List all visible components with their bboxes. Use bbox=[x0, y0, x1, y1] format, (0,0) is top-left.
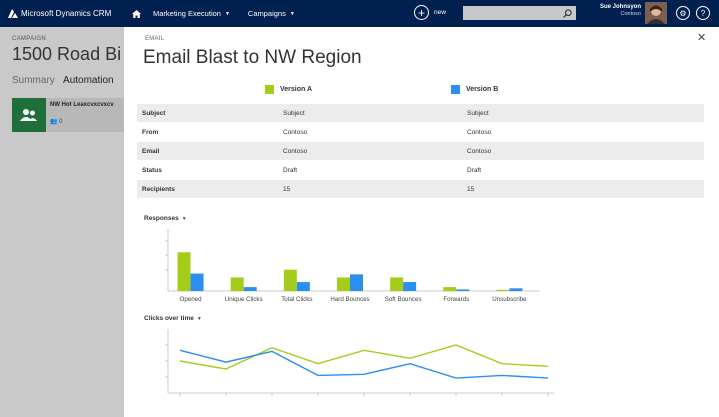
responses-bar-chart: Opened Unique Clicks Total Clicks Hard Boun… bbox=[165, 229, 540, 303]
bar-version-a[interactable] bbox=[337, 277, 350, 291]
user-org: Contoso bbox=[620, 11, 642, 17]
row-label: Recipients bbox=[142, 185, 175, 193]
help-icon[interactable]: ? bbox=[696, 6, 710, 20]
line-version-a[interactable] bbox=[179, 344, 549, 370]
nav-campaigns-label: Campaigns bbox=[247, 9, 286, 18]
table-row: Subject Subject Subject bbox=[137, 104, 704, 122]
version-a-header: Version A bbox=[265, 85, 312, 94]
row-value-a: 15 bbox=[283, 185, 291, 193]
row-label: Subject bbox=[142, 109, 166, 117]
row-value-a: Contoso bbox=[283, 128, 308, 136]
clicks-over-time-label: Clicks over time bbox=[144, 315, 194, 322]
new-button[interactable]: + new bbox=[414, 5, 446, 20]
bar-version-b[interactable] bbox=[456, 289, 470, 291]
campaign-background-page: CAMPAIGN 1500 Road Bi Summary Automation… bbox=[0, 27, 124, 417]
close-icon[interactable]: ✕ bbox=[697, 32, 707, 44]
nav-marketing-execution-label: Marketing Execution bbox=[153, 9, 221, 18]
app-name: Microsoft Dynamics CRM bbox=[21, 9, 112, 18]
row-label: From bbox=[142, 128, 159, 136]
new-button-label: new bbox=[434, 9, 446, 16]
responses-dropdown[interactable]: Responses ▼ bbox=[144, 215, 187, 222]
x-tick-label: Forwards bbox=[443, 296, 469, 303]
clicks-over-time-line-chart bbox=[165, 329, 554, 396]
bar-version-a[interactable] bbox=[496, 289, 510, 291]
dialog-title: Email Blast to NW Region bbox=[143, 47, 362, 68]
settings-gear-icon[interactable]: ⚙ bbox=[676, 6, 690, 20]
plus-icon: + bbox=[414, 5, 429, 20]
app-logo[interactable]: Microsoft Dynamics CRM bbox=[0, 9, 122, 18]
campaign-list-card[interactable]: NW Hot Leaxcvxcvxcv 👥 0 bbox=[12, 98, 124, 132]
people-icon bbox=[12, 98, 46, 132]
bar-version-a[interactable] bbox=[443, 287, 457, 291]
email-compare-dialog: ✕ EMAIL Email Blast to NW Region Version… bbox=[124, 27, 719, 417]
clicks-over-time-dropdown[interactable]: Clicks over time ▼ bbox=[144, 315, 202, 322]
campaign-list-card-count: 👥 0 bbox=[50, 118, 63, 125]
row-value-b: Contoso bbox=[467, 128, 492, 136]
tab-summary[interactable]: Summary bbox=[12, 75, 55, 86]
version-b-label: Version B bbox=[466, 86, 499, 93]
version-b-header: Version B bbox=[451, 85, 498, 94]
nav-campaigns[interactable]: Campaigns ▼ bbox=[239, 0, 304, 27]
row-value-b: 15 bbox=[467, 185, 475, 193]
row-label: Email bbox=[142, 147, 160, 155]
campaign-tabs: Summary Automation bbox=[12, 75, 114, 86]
row-value-b: Draft bbox=[467, 166, 482, 174]
bar-version-a[interactable] bbox=[390, 277, 404, 291]
x-tick-label: Unique Clicks bbox=[225, 296, 263, 303]
chevron-down-icon: ▼ bbox=[181, 216, 187, 222]
row-value-a: Subject bbox=[283, 109, 305, 117]
user-info[interactable]: Sue Johnsyon Contoso bbox=[585, 4, 641, 17]
dialog-section-label: EMAIL bbox=[145, 36, 165, 42]
responses-label: Responses bbox=[144, 215, 179, 222]
search-input[interactable] bbox=[463, 6, 576, 20]
bar-version-b[interactable] bbox=[403, 282, 417, 291]
version-a-label: Version A bbox=[280, 86, 313, 93]
table-row: From Contoso Contoso bbox=[137, 123, 704, 141]
line-version-b[interactable] bbox=[179, 349, 549, 379]
row-value-b: Subject bbox=[467, 109, 489, 117]
campaign-list-card-title: NW Hot Leaxcvxcvxcv bbox=[50, 102, 114, 108]
user-photo-icon bbox=[645, 2, 667, 24]
bar-version-b[interactable] bbox=[190, 273, 204, 291]
members-count: 0 bbox=[59, 119, 63, 125]
bar-version-b[interactable] bbox=[296, 282, 310, 291]
campaign-section-label: CAMPAIGN bbox=[12, 36, 46, 42]
x-tick-label: Unsubscribe bbox=[492, 296, 527, 303]
chevron-down-icon: ▼ bbox=[196, 316, 202, 322]
row-value-a: Contoso bbox=[283, 147, 308, 155]
nav-marketing-execution[interactable]: Marketing Execution ▼ bbox=[144, 0, 239, 27]
home-icon bbox=[131, 9, 141, 18]
avatar[interactable] bbox=[645, 2, 667, 24]
chevron-down-icon: ▼ bbox=[289, 10, 295, 17]
version-b-swatch bbox=[451, 85, 460, 94]
table-row: Email Contoso Contoso bbox=[137, 142, 704, 160]
search-icon[interactable] bbox=[563, 8, 572, 18]
version-a-swatch bbox=[265, 85, 274, 94]
user-name: Sue Johnsyon bbox=[599, 4, 641, 10]
campaign-title: 1500 Road Bi bbox=[12, 44, 122, 64]
members-icon: 👥 bbox=[50, 119, 58, 125]
row-label: Status bbox=[142, 166, 162, 174]
bar-version-b[interactable] bbox=[509, 288, 523, 291]
row-value-a: Draft bbox=[283, 166, 298, 174]
x-tick-label: Soft Bounces bbox=[385, 296, 422, 303]
x-tick-label: Hard Bounces bbox=[330, 296, 369, 303]
bar-version-b[interactable] bbox=[243, 287, 257, 291]
table-row: Status Draft Draft bbox=[137, 161, 704, 179]
bar-version-a[interactable] bbox=[283, 269, 297, 291]
bar-version-a[interactable] bbox=[177, 252, 191, 291]
tab-automation[interactable]: Automation bbox=[63, 75, 114, 86]
home-button[interactable] bbox=[128, 0, 144, 27]
bar-version-a[interactable] bbox=[230, 277, 244, 291]
x-tick-label: Opened bbox=[180, 296, 203, 303]
dynamics-logo-icon bbox=[8, 9, 18, 18]
x-tick-label: Total Clicks bbox=[281, 296, 312, 303]
chevron-down-icon: ▼ bbox=[224, 10, 230, 17]
bar-version-b[interactable] bbox=[350, 274, 363, 291]
table-row: Recipients 15 15 bbox=[137, 180, 704, 198]
top-nav-bar: Microsoft Dynamics CRM Marketing Executi… bbox=[0, 0, 719, 27]
row-value-b: Contoso bbox=[467, 147, 492, 155]
